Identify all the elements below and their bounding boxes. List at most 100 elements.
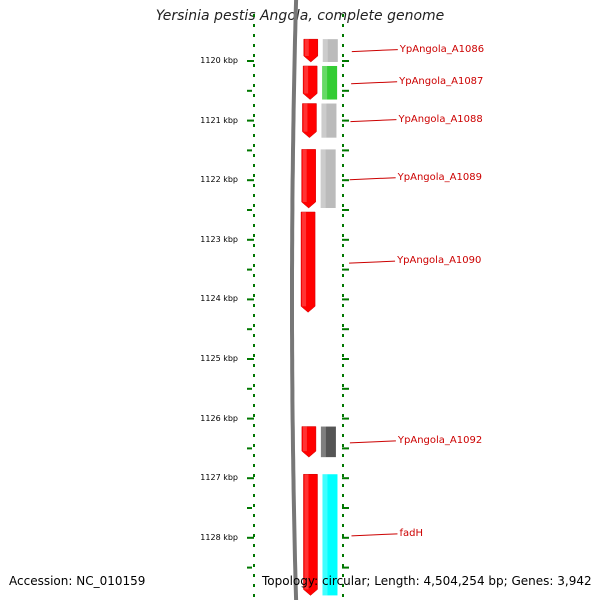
track-dot (342, 34, 344, 37)
gene-arrow-highlight (302, 426, 307, 452)
track-dot (253, 154, 255, 157)
track-dot (342, 374, 344, 377)
track-dot (342, 234, 344, 237)
cds-block (322, 65, 338, 100)
major-tick (342, 536, 349, 539)
track-dot (253, 554, 255, 557)
label-callouts (349, 49, 398, 537)
track-dot (253, 254, 255, 257)
track-dot (253, 274, 255, 277)
track-dot (342, 54, 344, 57)
track-dot (342, 74, 344, 77)
track-dot (342, 424, 344, 427)
track-dot (253, 444, 255, 447)
minor-tick (342, 447, 349, 450)
cds-block (322, 39, 338, 62)
tick-label: 1120 kbp (200, 56, 238, 65)
major-tick (342, 60, 349, 62)
gene-arrow-highlight (302, 149, 307, 202)
track-dot (253, 324, 255, 327)
track-dot (253, 414, 255, 417)
gene-label[interactable]: YpAngola_A1086 (399, 43, 485, 55)
minor-tick (342, 566, 349, 569)
major-tick (342, 119, 349, 122)
track-dot (253, 494, 255, 497)
major-tick (247, 179, 254, 182)
track-dot (342, 454, 344, 457)
minor-tick (247, 209, 252, 211)
track-dot (342, 474, 344, 477)
track-dot (253, 204, 255, 207)
track-dot (342, 554, 344, 557)
tick-label: 1126 kbp (200, 413, 238, 423)
track-dot (342, 344, 344, 347)
cds-block (320, 149, 336, 208)
major-tick (247, 477, 254, 480)
tick-label: 1124 kbp (200, 294, 238, 304)
gene-arrow-highlight (304, 39, 309, 56)
track-dot (253, 14, 255, 17)
track-dot (253, 454, 255, 457)
minor-tick (342, 209, 349, 211)
track-dot (342, 204, 344, 207)
major-tick (247, 238, 254, 241)
track-dot (253, 214, 255, 217)
track-dot (342, 134, 344, 137)
track-dot (342, 414, 344, 417)
gene-label[interactable]: YpAngola_A1090 (397, 255, 482, 267)
major-tick (247, 536, 254, 539)
major-tick (342, 417, 349, 420)
track-dot (253, 404, 255, 407)
track-dot (342, 194, 344, 197)
track-dot (253, 234, 255, 237)
gene-label[interactable]: YpAngola_A1088 (398, 113, 483, 125)
accession-text: Accession: NC_010159 (9, 574, 146, 588)
track-dot (342, 304, 344, 307)
track-dot (253, 464, 255, 467)
minor-tick (247, 387, 252, 390)
major-tick (247, 417, 254, 420)
track-dot (253, 504, 255, 507)
track-dot (253, 64, 255, 67)
track-dot (253, 94, 255, 97)
scale-ticks (247, 60, 349, 569)
callout-line (351, 533, 398, 537)
gene-label[interactable]: fadH (399, 527, 423, 539)
track-dot (253, 574, 255, 577)
minor-tick (342, 149, 349, 152)
track-dot (253, 24, 255, 27)
gene-label[interactable]: YpAngola_A1089 (397, 171, 482, 183)
track-dot (342, 244, 344, 247)
track-dot (253, 174, 255, 177)
gene-label[interactable]: YpAngola_A1087 (399, 75, 484, 87)
gene-label[interactable]: YpAngola_A1092 (397, 434, 483, 446)
track-dot (342, 574, 344, 577)
track-dot (253, 284, 255, 287)
track-dot (342, 64, 344, 67)
tick-label: 1127 kbp (200, 473, 238, 483)
track-dot (253, 54, 255, 57)
track-dot (253, 124, 255, 127)
track-dot (253, 304, 255, 307)
track-dot (253, 344, 255, 347)
track-dot (342, 224, 344, 227)
track-dot (342, 494, 344, 497)
track-dot (253, 294, 255, 297)
track-dot (342, 114, 344, 117)
tick-label: 1125 kbp (200, 354, 238, 363)
major-tick (247, 119, 254, 122)
gene-arrow-highlight (302, 212, 307, 307)
track-dot (253, 424, 255, 427)
track-dot (342, 84, 344, 87)
track-dot (342, 264, 344, 267)
tick-label: 1128 kbp (200, 532, 238, 542)
major-tick (342, 179, 349, 182)
callout-line (349, 440, 396, 444)
track-dot (253, 74, 255, 77)
track-dot (253, 314, 255, 317)
track-dot (253, 384, 255, 387)
track-dot (253, 104, 255, 107)
track-dot (342, 274, 344, 277)
track-dot (342, 94, 344, 97)
